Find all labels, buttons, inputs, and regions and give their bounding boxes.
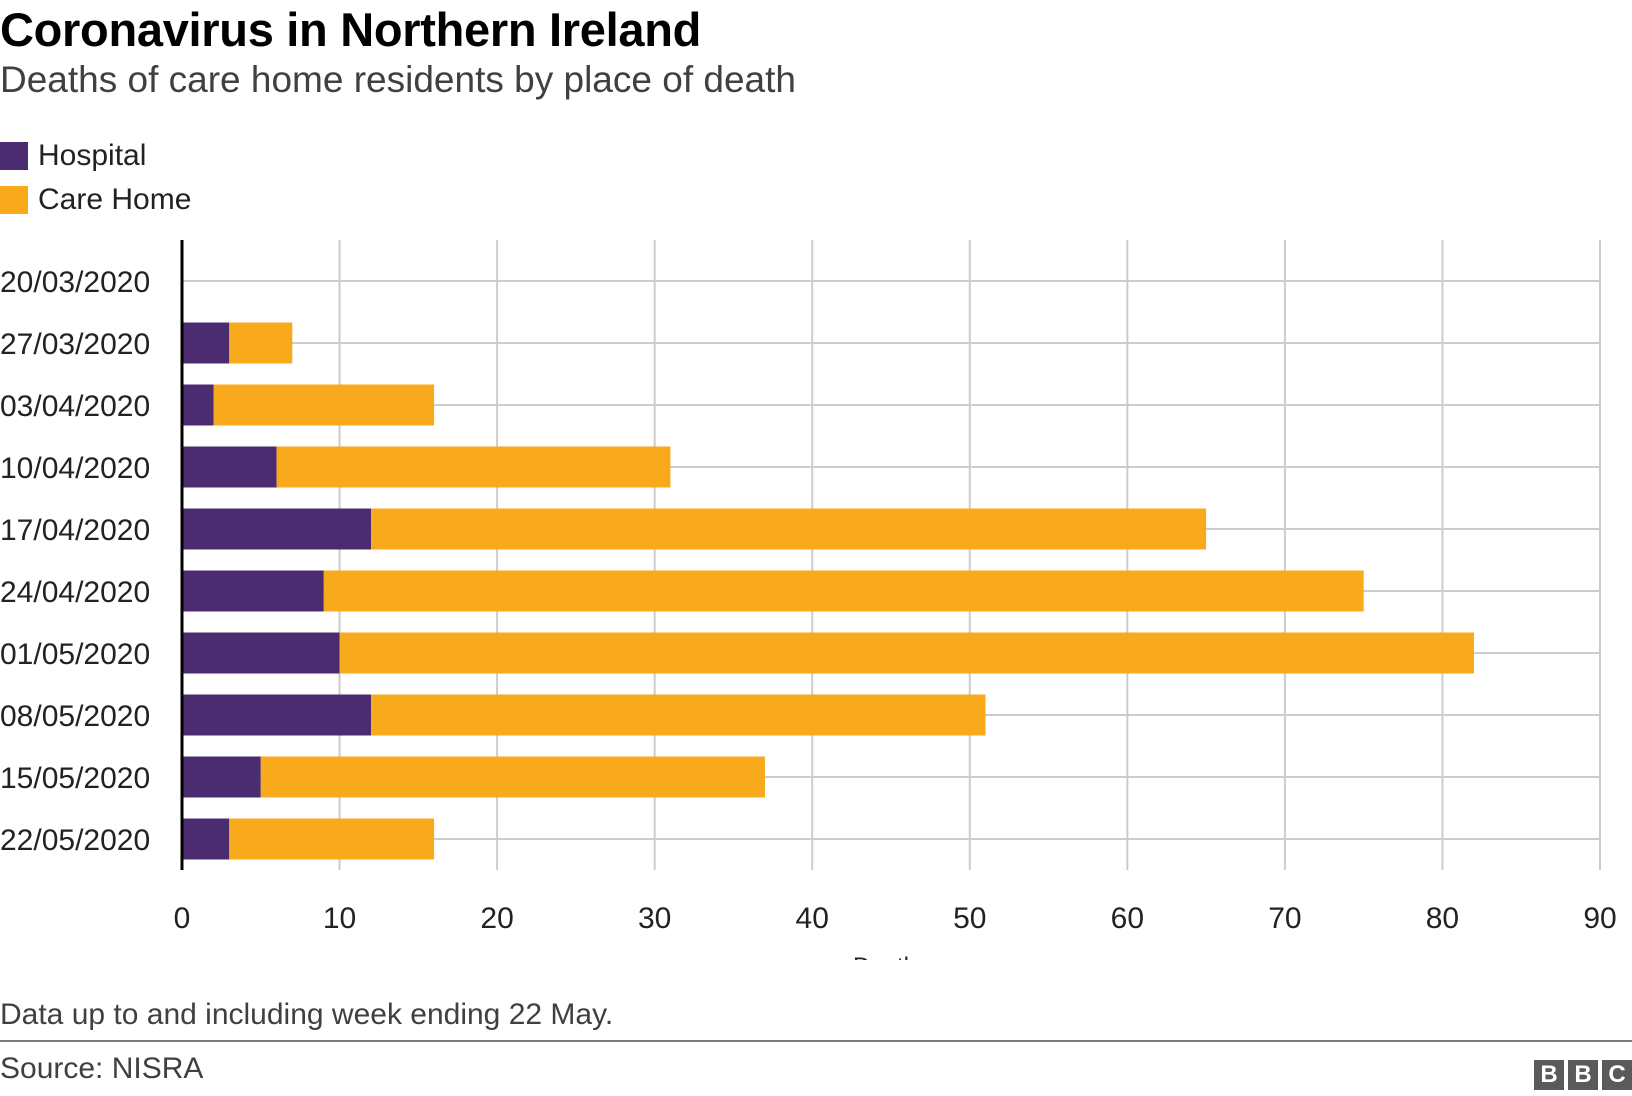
x-tick-label: 30 [638, 902, 671, 935]
legend-swatch-hospital [0, 142, 28, 170]
chart-title: Coronavirus in Northern Ireland [0, 3, 702, 56]
x-tick-label: 10 [323, 902, 356, 935]
bar-hospital [182, 756, 261, 798]
bar-care-home [323, 570, 1364, 612]
bbc-logo-letter: B [1568, 1060, 1598, 1090]
x-tick-label: 80 [1426, 902, 1459, 935]
bar-care-home [229, 322, 293, 364]
footnote: Data up to and including week ending 22 … [0, 998, 614, 1031]
chart-legend: Hospital Care Home [0, 134, 191, 222]
y-tick-label: 24/04/2020 [0, 576, 150, 609]
bar-hospital [182, 570, 324, 612]
bar-hospital [182, 508, 372, 550]
x-tick-label: 70 [1268, 902, 1301, 935]
chart-subtitle: Deaths of care home residents by place o… [0, 59, 796, 100]
y-tick-label: 08/05/2020 [0, 700, 150, 733]
legend-label-hospital: Hospital [38, 139, 147, 172]
bar-care-home [371, 508, 1207, 550]
bar-hospital [182, 446, 277, 488]
bar-care-home [229, 818, 435, 860]
bar-care-home [371, 694, 986, 736]
y-tick-label: 03/04/2020 [0, 390, 150, 423]
x-axis-title: Deaths [853, 953, 929, 960]
bar-chart: 20/03/2020 27/03/2020 03/04/2020 10/04/2020… [0, 240, 1617, 960]
bar-hospital [182, 694, 372, 736]
bar-care-home [276, 446, 671, 488]
x-tick-label: 50 [953, 902, 986, 935]
source-label: Source: NISRA [0, 1052, 204, 1085]
x-tick-label: 40 [796, 902, 829, 935]
bar-hospital [182, 384, 214, 426]
y-tick-label: 27/03/2020 [0, 328, 150, 361]
legend-item-care-home: Care Home [0, 178, 191, 222]
bar-care-home [213, 384, 435, 426]
bar-hospital [182, 322, 230, 364]
footer-divider [0, 1040, 1632, 1042]
x-tick-label: 0 [174, 902, 191, 935]
y-tick-label: 20/03/2020 [0, 266, 150, 299]
y-tick-label: 10/04/2020 [0, 452, 150, 485]
y-tick-label: 17/04/2020 [0, 514, 150, 547]
bar-hospital [182, 632, 340, 674]
x-tick-label: 20 [480, 902, 513, 935]
bar-care-home [339, 632, 1474, 674]
legend-swatch-care-home [0, 186, 28, 214]
legend-item-hospital: Hospital [0, 134, 191, 178]
legend-label-care-home: Care Home [38, 183, 192, 216]
y-tick-label: 01/05/2020 [0, 638, 150, 671]
bbc-logo-letter: C [1602, 1060, 1632, 1090]
y-tick-label: 22/05/2020 [0, 824, 150, 857]
x-tick-label: 90 [1583, 902, 1616, 935]
x-tick-label: 60 [1111, 902, 1144, 935]
bbc-logo: B B C [1534, 1060, 1632, 1090]
bbc-logo-letter: B [1534, 1060, 1564, 1090]
y-tick-label: 15/05/2020 [0, 762, 150, 795]
bar-hospital [182, 818, 230, 860]
bar-care-home [260, 756, 765, 798]
